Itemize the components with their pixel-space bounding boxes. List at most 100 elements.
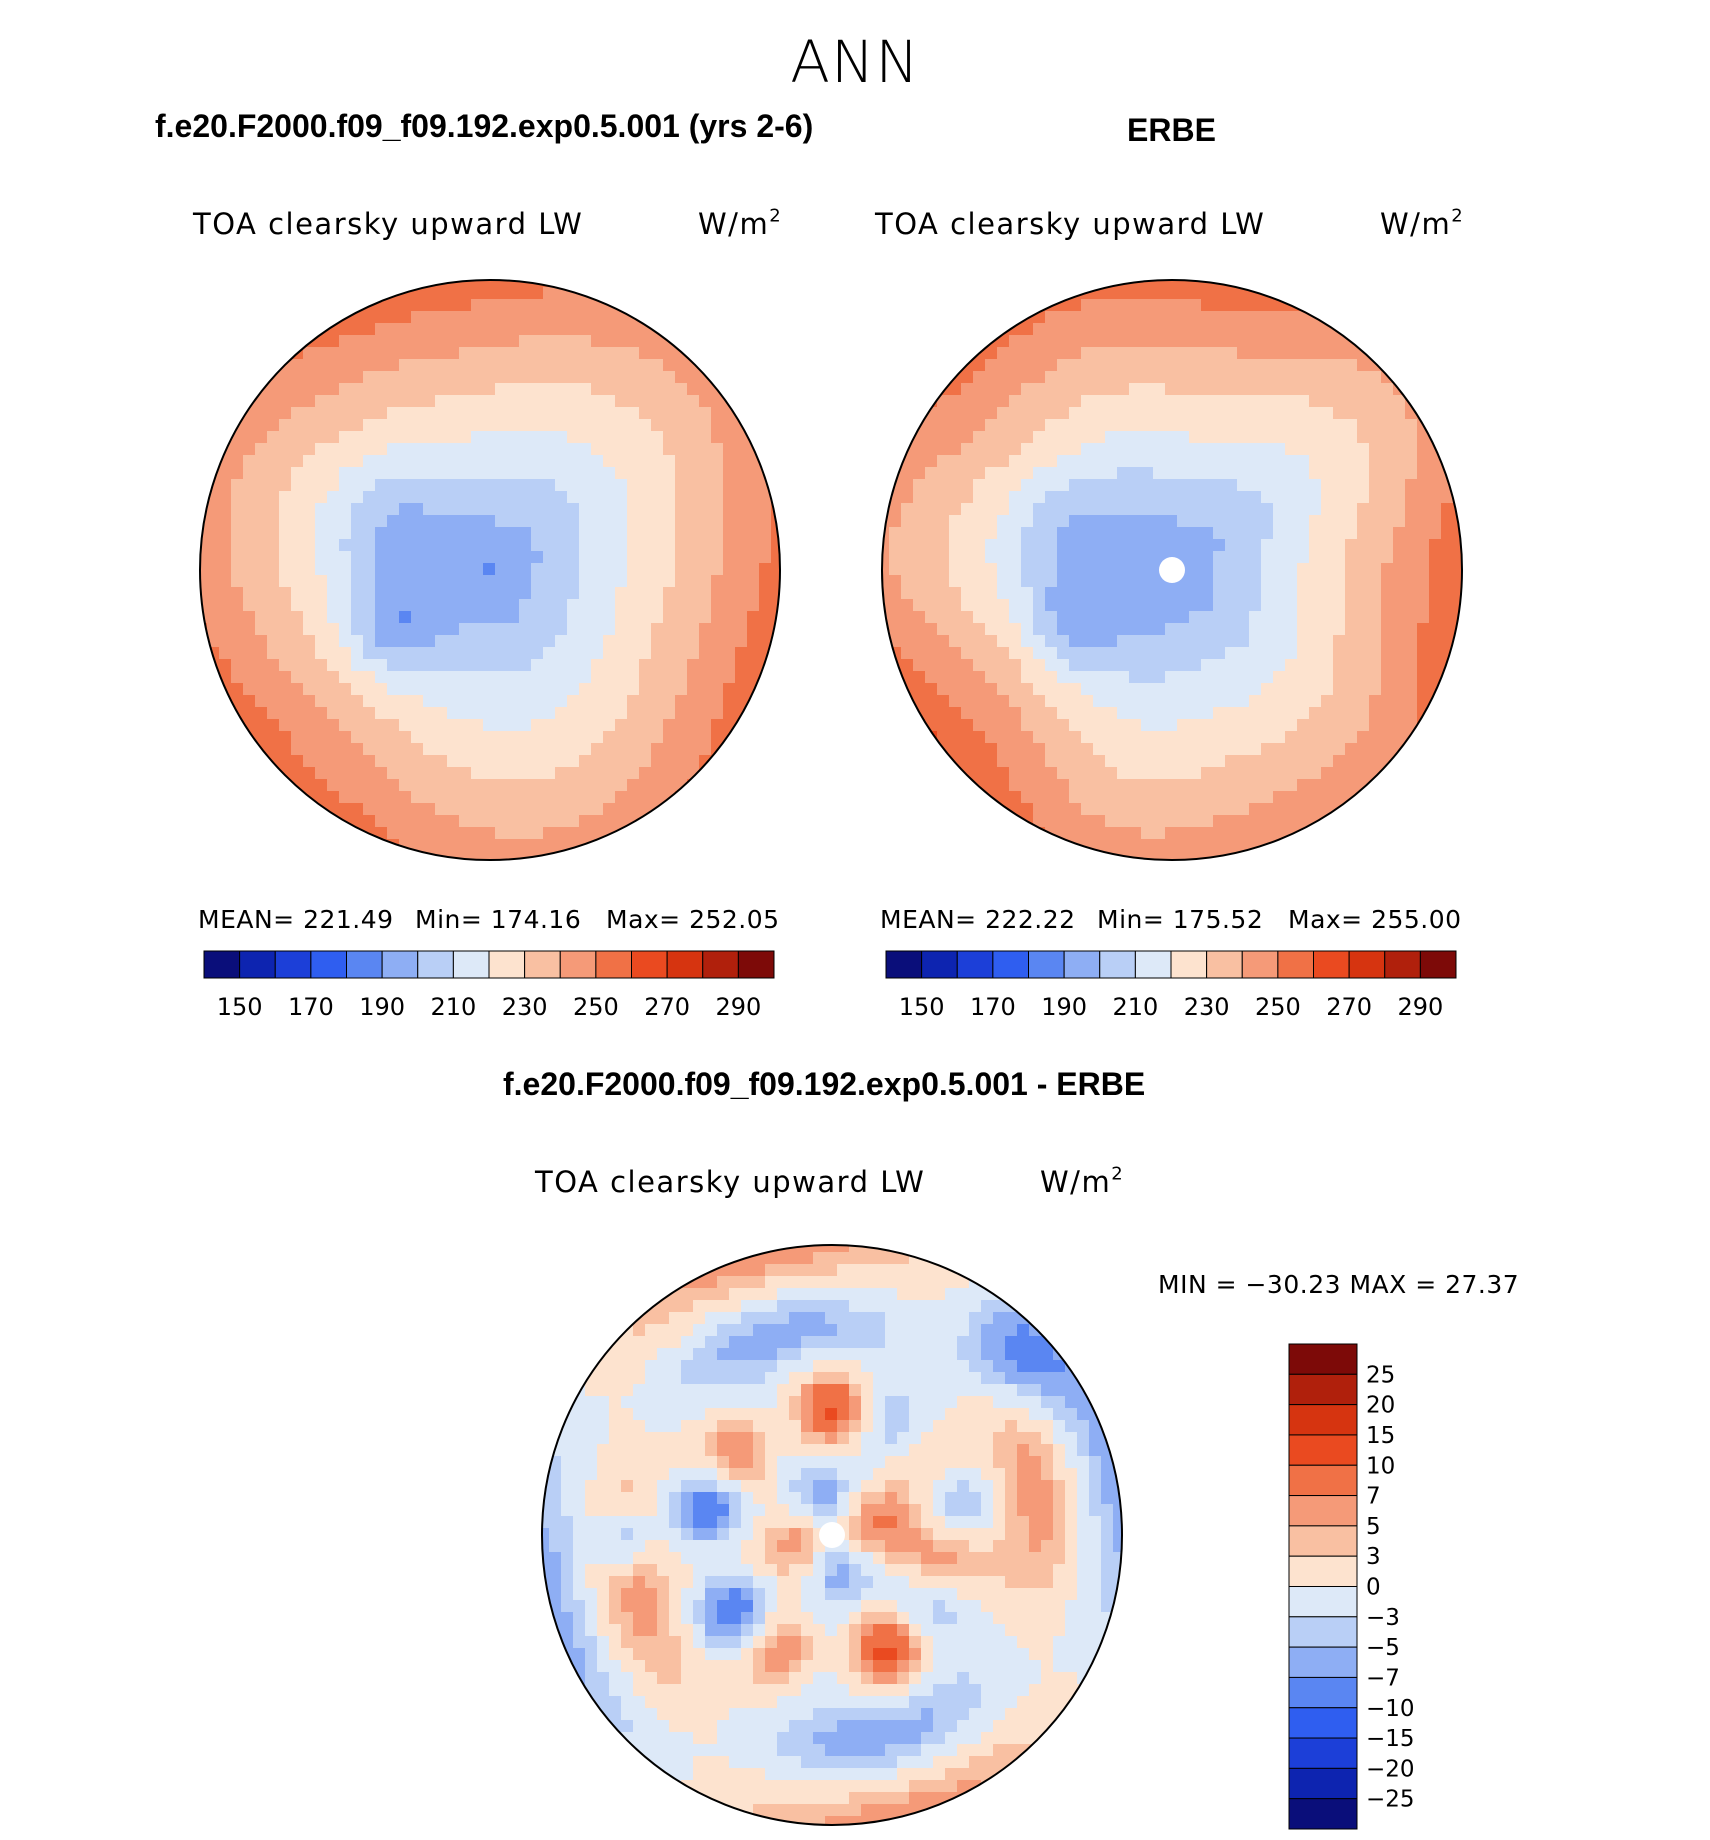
model-field-cell [663,743,676,756]
model-field-cell [375,371,388,384]
obs-field-cell [1105,407,1118,420]
model-field-cell [459,611,472,624]
model-field-cell [531,443,544,456]
model-field-cell [567,515,580,528]
model-field-cell [567,695,580,708]
diff-field-cell [729,1288,742,1301]
model-field-cell [579,635,592,648]
model-field-cell [459,551,472,564]
obs-field-cell [1321,467,1334,480]
diff-field-cell [993,1396,1006,1409]
obs-variable-label: TOA clearsky upward LW [875,207,1266,241]
obs-field-cell [1237,323,1250,336]
obs-field-cell [1189,731,1202,744]
obs-field-cell [1393,479,1406,492]
model-field-cell [651,395,664,408]
model-field-cell [279,623,292,636]
model-field-cell [279,563,292,576]
obs-field-cell [1297,767,1310,780]
obs-field-cell [1417,551,1430,564]
diff-field-cell [885,1360,898,1373]
obs-field-cell [1093,407,1106,420]
model-field-cell [411,851,424,860]
model-field-cell [447,851,460,860]
diff-field-cell [981,1384,994,1397]
model-field-cell [435,839,448,852]
obs-field-cell [1189,311,1202,324]
model-field-cell [423,311,436,324]
model-field-cell [423,539,436,552]
obs-field-cell [913,539,926,552]
diff-field-cell [945,1420,958,1433]
obs-field-cell [1081,539,1094,552]
model-field-cell [603,395,616,408]
model-field-cell [555,491,568,504]
model-field-cell [327,707,340,720]
model-colorbar-swatch [417,950,454,979]
model-field-cell [399,563,412,576]
model-field-cell [663,563,676,576]
model-field-cell [483,280,496,288]
diff-field-cell [909,1348,922,1361]
model-field-cell [423,719,436,732]
model-field-cell [495,851,508,860]
diff-field-cell [837,1252,850,1265]
model-field-cell [375,479,388,492]
model-field-cell [339,671,352,684]
model-field-cell [267,347,280,360]
obs-field-cell [1045,587,1058,600]
model-field-cell [471,419,484,432]
obs-field-cell [1465,635,1478,648]
diff-field-cell [765,1384,778,1397]
obs-field-cell [1117,371,1130,384]
obs-field-cell [997,479,1010,492]
diff-field-cell [801,1324,814,1337]
obs-field-cell [1429,611,1442,624]
model-field-cell [507,527,520,540]
model-field-cell [687,443,700,456]
obs-field-cell [1225,779,1238,792]
model-field-cell [327,587,340,600]
diff-field-cell [729,1360,742,1373]
obs-field-cell [1273,707,1286,720]
obs-field-cell [1333,539,1346,552]
model-field-cell [387,443,400,456]
obs-field-cell [889,539,902,552]
diff-field-cell [825,1288,838,1301]
diff-field-cell [741,1312,754,1325]
obs-field-cell [1033,383,1046,396]
obs-field-cell [1285,683,1298,696]
model-field-cell [579,359,592,372]
model-field-cell [435,479,448,492]
model-field-cell [375,311,388,324]
model-field-cell [219,635,232,648]
obs-field-cell [1045,539,1058,552]
diff-field-cell [777,1312,790,1325]
model-field-cell [339,467,352,480]
diff-field-cell [1017,1468,1030,1481]
model-field-cell [555,791,568,804]
obs-field-cell [997,395,1010,408]
diff-field-cell [801,1396,814,1409]
obs-field-cell [1321,443,1334,456]
obs-field-cell [882,491,890,504]
diff-field-cell [657,1468,670,1481]
diff-field-cell [1065,1456,1078,1469]
diff-field-cell [693,1384,706,1397]
obs-field-cell [1009,563,1022,576]
obs-field-cell [937,539,950,552]
model-colorbar-swatch [702,950,739,979]
model-field-cell [735,623,748,636]
diff-field-cell [1005,1336,1018,1349]
obs-field-cell [1309,383,1322,396]
obs-field-cell [1189,431,1202,444]
obs-field-cell [1021,335,1034,348]
obs-field-cell [937,467,950,480]
model-field-cell [243,443,256,456]
model-field-cell [363,539,376,552]
model-field-cell [735,455,748,468]
model-field-cell [711,707,724,720]
obs-field-cell [1405,719,1418,732]
model-field-cell [603,707,616,720]
model-field-cell [447,443,460,456]
